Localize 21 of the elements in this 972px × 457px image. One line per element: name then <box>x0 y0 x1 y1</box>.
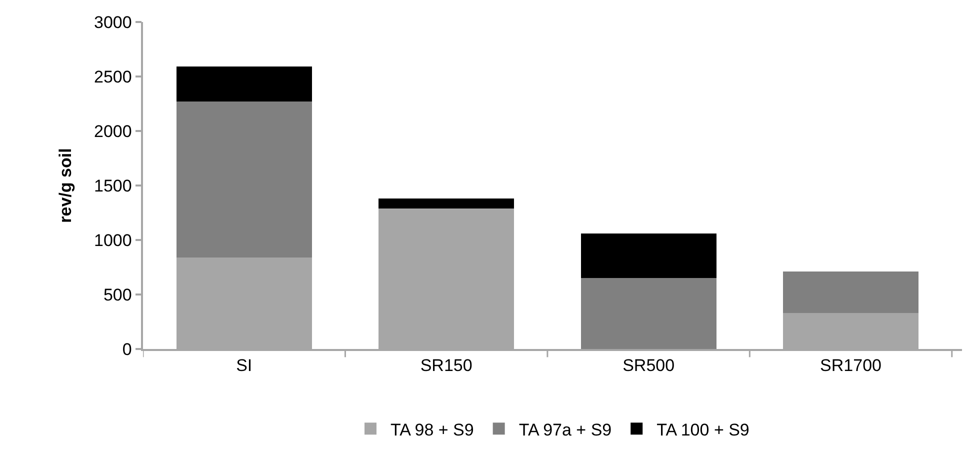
legend-label: TA 100 + S9 <box>656 420 750 440</box>
y-tick-label: 0 <box>122 340 132 359</box>
x-tick-label: SR500 <box>622 356 675 376</box>
y-tick-label: 500 <box>103 285 132 304</box>
y-axis-title: rev/g soil <box>56 148 76 223</box>
legend-label: TA 98 + S9 <box>390 420 474 440</box>
bar <box>378 198 514 208</box>
bar <box>783 272 919 314</box>
y-tick-label: 1000 <box>94 230 132 250</box>
x-tick-label: SR1700 <box>820 356 882 376</box>
y-tick-label: 2000 <box>94 122 132 141</box>
bar <box>176 102 312 258</box>
y-tick-label: 3000 <box>94 12 132 32</box>
legend-label: TA 97a + S9 <box>518 420 612 440</box>
bar <box>176 66 312 102</box>
bar <box>580 278 716 349</box>
x-tick-label: SI <box>236 356 252 376</box>
x-tick-label: SR150 <box>420 356 472 376</box>
y-tick-label: 1500 <box>94 176 132 196</box>
y-tick-label: 2500 <box>94 67 132 86</box>
bar <box>580 233 716 278</box>
